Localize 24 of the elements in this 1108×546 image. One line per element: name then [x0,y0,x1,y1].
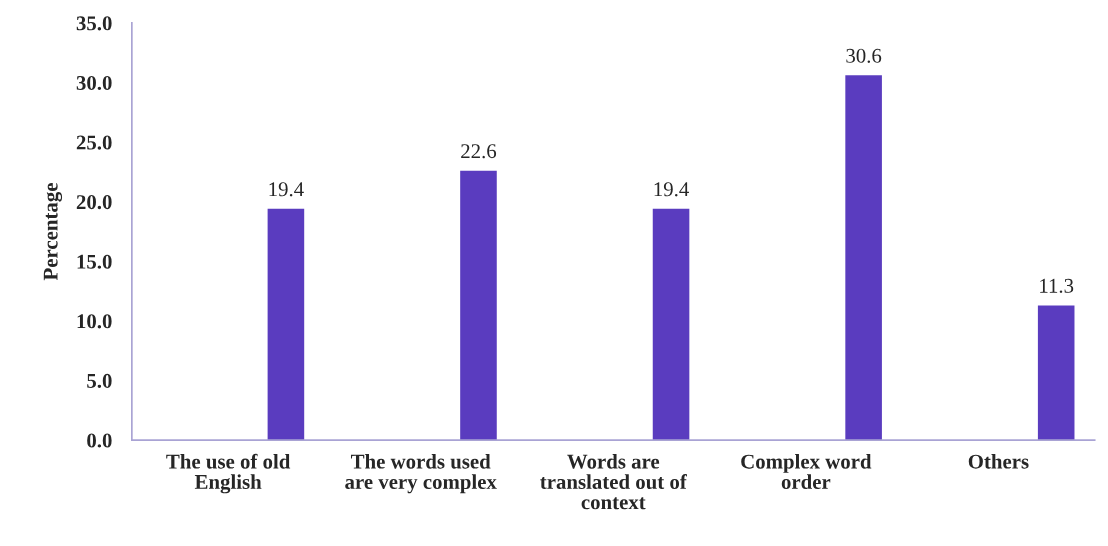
x-tick-label: The words used are very complex [345,453,497,494]
x-tick-label: The use of old English [166,453,291,494]
y-tick-label: 0.0 [87,433,112,448]
data-label: 22.6 [461,144,497,159]
y-tick-label: 35.0 [76,16,112,31]
y-tick-label: 5.0 [87,373,112,389]
data-label: 11.3 [1040,278,1074,293]
y-tick-label: 20.0 [76,195,112,210]
x-tick-label: Words are translated out of context [540,453,687,510]
y-axis-title: Percentage [43,183,63,281]
y-tick-label: 25.0 [76,135,112,150]
bar [652,208,690,441]
y-tick-label: 10.0 [77,314,112,329]
bar [267,208,305,441]
data-label: 19.4 [654,182,689,197]
data-label: 19.4 [269,182,304,197]
x-tick-label: Others [968,453,1029,469]
y-tick-label: 30.0 [76,75,112,91]
bar [460,170,497,441]
bar [845,75,882,441]
data-label: 30.6 [846,48,882,63]
bar [1037,305,1075,441]
x-tick-label: Complex word order [741,453,872,489]
y-tick-label: 15.0 [77,254,112,269]
